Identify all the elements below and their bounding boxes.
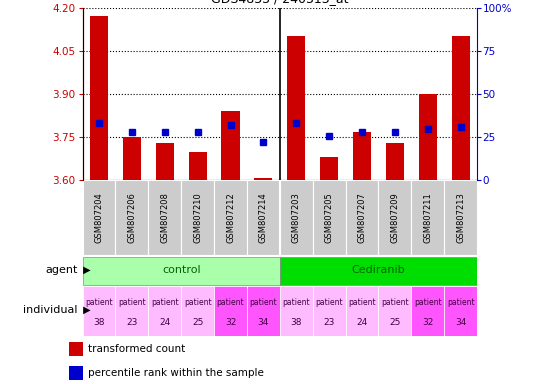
Text: 32: 32 <box>422 318 433 326</box>
Text: agent: agent <box>45 265 77 275</box>
Text: patient: patient <box>381 298 409 306</box>
Title: GDS4833 / 240313_at: GDS4833 / 240313_at <box>211 0 349 5</box>
Text: 32: 32 <box>225 318 236 326</box>
Text: GSM807208: GSM807208 <box>160 192 169 243</box>
Bar <box>280 257 477 285</box>
Bar <box>386 143 404 180</box>
Bar <box>83 180 116 255</box>
Text: patient: patient <box>118 298 146 306</box>
Bar <box>69 342 83 356</box>
Text: GSM807212: GSM807212 <box>226 192 235 243</box>
Bar <box>116 286 148 336</box>
Text: 23: 23 <box>324 318 335 326</box>
Bar <box>214 286 247 336</box>
Bar <box>181 180 214 255</box>
Text: GSM807210: GSM807210 <box>193 192 202 243</box>
Bar <box>189 152 207 180</box>
Bar <box>451 36 470 180</box>
Bar <box>287 36 305 180</box>
Bar <box>247 180 280 255</box>
Bar <box>411 286 444 336</box>
Text: 24: 24 <box>159 318 171 326</box>
Text: patient: patient <box>217 298 244 306</box>
Text: GSM807214: GSM807214 <box>259 192 268 243</box>
Text: ▶: ▶ <box>80 305 91 315</box>
Text: patient: patient <box>249 298 277 306</box>
Bar <box>83 257 280 285</box>
Bar <box>90 17 108 180</box>
Text: individual: individual <box>23 305 77 315</box>
Bar <box>69 366 83 380</box>
Bar <box>411 180 444 255</box>
Text: GSM807206: GSM807206 <box>127 192 136 243</box>
Text: GSM807204: GSM807204 <box>94 192 103 243</box>
Text: patient: patient <box>316 298 343 306</box>
Bar <box>247 286 280 336</box>
Text: 38: 38 <box>290 318 302 326</box>
Text: patient: patient <box>414 298 441 306</box>
Text: 24: 24 <box>357 318 368 326</box>
Text: control: control <box>162 265 200 275</box>
Bar <box>156 143 174 180</box>
Text: Cediranib: Cediranib <box>352 265 405 275</box>
Bar <box>419 94 437 180</box>
Text: 34: 34 <box>455 318 466 326</box>
Bar <box>222 111 239 180</box>
Text: GSM807209: GSM807209 <box>390 192 399 243</box>
Bar <box>345 180 378 255</box>
Bar <box>181 286 214 336</box>
Bar <box>313 180 345 255</box>
Text: transformed count: transformed count <box>88 344 185 354</box>
Text: GSM807203: GSM807203 <box>292 192 301 243</box>
Bar <box>83 286 116 336</box>
Bar <box>116 180 148 255</box>
Bar <box>254 178 272 180</box>
Bar <box>345 286 378 336</box>
Text: GSM807205: GSM807205 <box>325 192 334 243</box>
Bar <box>280 286 313 336</box>
Bar <box>313 286 345 336</box>
Text: patient: patient <box>85 298 113 306</box>
Text: patient: patient <box>348 298 376 306</box>
Bar <box>353 132 371 180</box>
Bar <box>123 137 141 180</box>
Text: 38: 38 <box>93 318 105 326</box>
Text: percentile rank within the sample: percentile rank within the sample <box>88 368 264 378</box>
Text: patient: patient <box>184 298 212 306</box>
Text: patient: patient <box>447 298 474 306</box>
Bar <box>148 286 181 336</box>
Text: ▶: ▶ <box>80 265 91 275</box>
Bar <box>214 180 247 255</box>
Text: 34: 34 <box>257 318 269 326</box>
Text: patient: patient <box>151 298 179 306</box>
Text: GSM807207: GSM807207 <box>358 192 367 243</box>
Text: 25: 25 <box>192 318 204 326</box>
Text: GSM807213: GSM807213 <box>456 192 465 243</box>
Bar <box>320 157 338 180</box>
Text: 23: 23 <box>126 318 138 326</box>
Bar <box>148 180 181 255</box>
Bar <box>378 286 411 336</box>
Bar <box>444 286 477 336</box>
Bar <box>444 180 477 255</box>
Text: GSM807211: GSM807211 <box>423 192 432 243</box>
Bar <box>378 180 411 255</box>
Text: 25: 25 <box>389 318 401 326</box>
Text: patient: patient <box>282 298 310 306</box>
Bar <box>280 180 313 255</box>
